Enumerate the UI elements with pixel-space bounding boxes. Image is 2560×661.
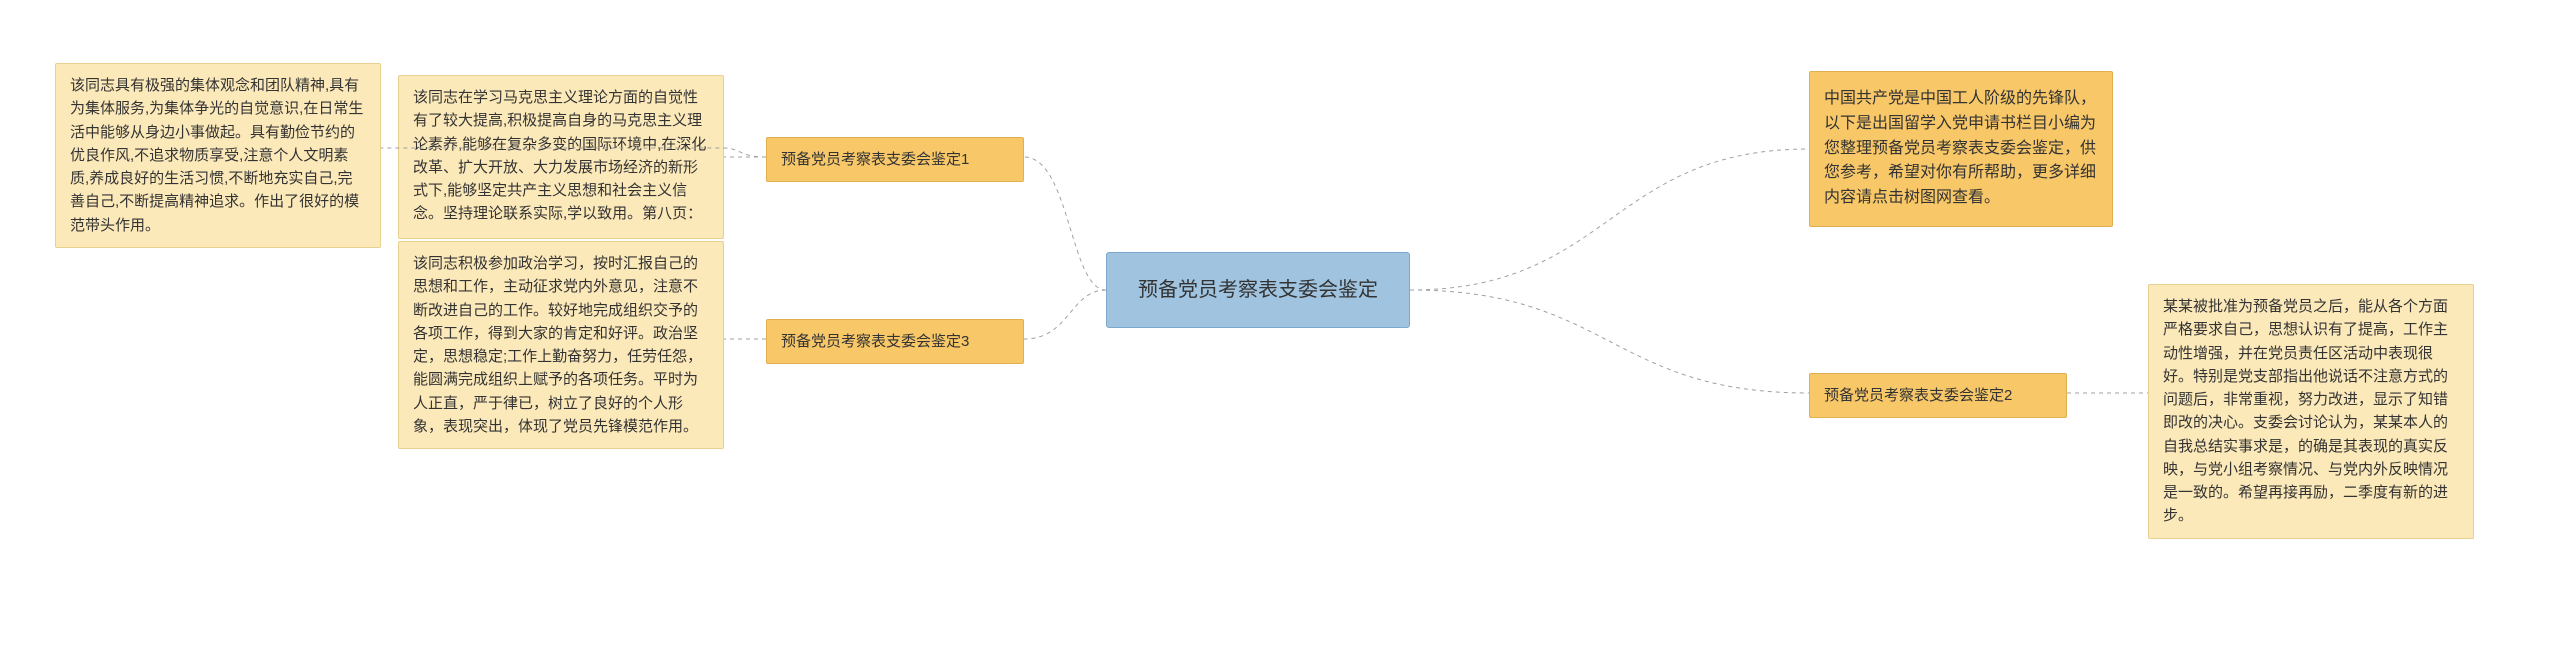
sub-node-3-text: 预备党员考察表支委会鉴定3	[781, 330, 969, 353]
leaf-node-2: 某某被批准为预备党员之后，能从各个方面严格要求自己，思想认识有了提高，工作主动性…	[2148, 284, 2474, 539]
intro-node: 中国共产党是中国工人阶级的先锋队，以下是出国留学入党申请书栏目小编为您整理预备党…	[1809, 71, 2113, 227]
leaf-node-1a: 该同志具有极强的集体观念和团队精神,具有为集体服务,为集体争光的自觉意识,在日常…	[55, 63, 381, 248]
sub-node-2-text: 预备党员考察表支委会鉴定2	[1824, 384, 2012, 407]
leaf-2-text: 某某被批准为预备党员之后，能从各个方面严格要求自己，思想认识有了提高，工作主动性…	[2163, 298, 2448, 524]
sub-node-1: 预备党员考察表支委会鉴定1	[766, 137, 1024, 182]
leaf-node-3: 该同志积极参加政治学习，按时汇报自己的思想和工作，主动征求党内外意见，注意不断改…	[398, 241, 724, 449]
central-text: 预备党员考察表支委会鉴定	[1138, 275, 1378, 306]
leaf-1a-text: 该同志具有极强的集体观念和团队精神,具有为集体服务,为集体争光的自觉意识,在日常…	[70, 77, 363, 234]
sub-node-1-text: 预备党员考察表支委会鉴定1	[781, 148, 969, 171]
leaf-1b-text: 该同志在学习马克思主义理论方面的自觉性有了较大提高,积极提高自身的马克思主义理论…	[413, 89, 706, 222]
sub-node-3: 预备党员考察表支委会鉴定3	[766, 319, 1024, 364]
leaf-3-text: 该同志积极参加政治学习，按时汇报自己的思想和工作，主动征求党内外意见，注意不断改…	[413, 255, 702, 435]
central-node: 预备党员考察表支委会鉴定	[1106, 252, 1410, 328]
intro-text: 中国共产党是中国工人阶级的先锋队，以下是出国留学入党申请书栏目小编为您整理预备党…	[1824, 87, 2098, 211]
sub-node-2: 预备党员考察表支委会鉴定2	[1809, 373, 2067, 418]
leaf-node-1b: 该同志在学习马克思主义理论方面的自觉性有了较大提高,积极提高自身的马克思主义理论…	[398, 75, 724, 239]
